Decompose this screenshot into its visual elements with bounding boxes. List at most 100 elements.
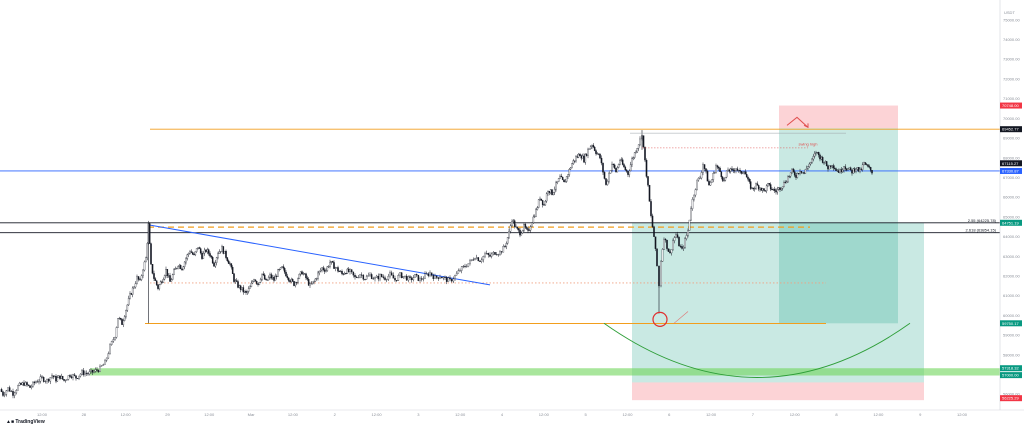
candle [72, 373, 74, 381]
candle [397, 273, 400, 281]
candle-body [442, 276, 445, 279]
tradingview-logo[interactable]: ▲■ TradingView [6, 419, 45, 425]
candle-body [597, 153, 600, 155]
candle-body [702, 164, 704, 173]
candle-body [712, 173, 715, 180]
candle [642, 135, 645, 149]
candle-body [75, 375, 77, 379]
candle [100, 365, 103, 367]
candle-body [179, 265, 182, 270]
candle [262, 271, 265, 277]
candle [717, 165, 720, 171]
candle-body [346, 268, 349, 274]
candle-body [569, 167, 572, 170]
candle [327, 265, 330, 268]
y-tick-label: 72000.00 [1003, 76, 1020, 81]
candle-body [705, 168, 707, 172]
candle-body [737, 169, 740, 171]
candle [564, 179, 567, 183]
candle-body [250, 282, 253, 288]
candle-body [44, 381, 47, 382]
candle [263, 273, 266, 280]
candle-body [137, 276, 140, 280]
candle-body [115, 327, 118, 338]
candle [615, 167, 617, 173]
candle [183, 261, 186, 270]
candle [313, 280, 315, 285]
candle [502, 244, 505, 253]
candle [763, 188, 765, 192]
candle-body [768, 183, 771, 185]
candle [231, 265, 234, 274]
candle-body [763, 188, 765, 191]
x-tick-label: 12:00 [204, 412, 215, 417]
candle-body [631, 158, 633, 165]
candle-body [480, 259, 483, 262]
candle [796, 172, 799, 179]
candle-body [186, 254, 189, 259]
x-tick-label: 4 [501, 412, 504, 417]
candle [808, 162, 811, 169]
candle [667, 248, 670, 252]
candle-body [729, 168, 732, 172]
candle [703, 164, 706, 172]
candle [571, 162, 573, 169]
candle-body [238, 285, 241, 288]
candle [556, 181, 559, 185]
x-tick-label: 12:00 [372, 412, 383, 417]
candle [613, 163, 616, 170]
candle-body [430, 272, 433, 276]
candle-body [664, 238, 667, 241]
candle-body [793, 171, 796, 176]
candle [67, 375, 70, 381]
candle-body [30, 386, 33, 388]
candle-body [506, 237, 509, 244]
candle-body [174, 268, 177, 270]
candle-body [743, 171, 745, 173]
candle-body [504, 246, 506, 247]
candle-body [857, 167, 860, 172]
candle [593, 146, 596, 152]
candle [609, 170, 612, 174]
candle-body [419, 278, 421, 281]
candle-body [693, 194, 695, 200]
candle-body [274, 276, 277, 281]
candle [669, 248, 671, 254]
candle-body [449, 277, 451, 280]
y-tick-label: 68000.00 [1003, 155, 1020, 160]
candle [314, 278, 317, 282]
candle [729, 167, 732, 174]
candle-body [474, 258, 476, 261]
x-tick-label: 9 [919, 412, 922, 417]
candle [445, 276, 448, 285]
candle [20, 382, 22, 386]
candle [565, 175, 568, 183]
candle-body [99, 365, 101, 372]
candle [362, 274, 365, 281]
candle-body [512, 220, 515, 222]
price-tag-label: 67330.87 [1002, 168, 1019, 173]
candle [93, 369, 95, 374]
candle [828, 165, 831, 170]
candle [159, 280, 162, 286]
candle-body [47, 379, 50, 382]
candle [545, 192, 548, 203]
candle [259, 277, 262, 284]
candle [249, 285, 251, 289]
candle [739, 167, 741, 174]
candle-body [535, 209, 537, 217]
candle [623, 163, 625, 168]
candle-body [219, 251, 222, 253]
y-tick-label: 62000.00 [1003, 274, 1020, 279]
candle [107, 351, 110, 359]
x-tick-label: 12:00 [539, 412, 550, 417]
candle-body [297, 278, 299, 283]
candle-body [432, 275, 435, 279]
candle-body [354, 274, 356, 278]
candle-body [817, 151, 820, 156]
price-tag-box [1000, 167, 1022, 174]
candle-body [556, 181, 559, 184]
candle-body [635, 151, 637, 153]
candle [357, 274, 360, 279]
